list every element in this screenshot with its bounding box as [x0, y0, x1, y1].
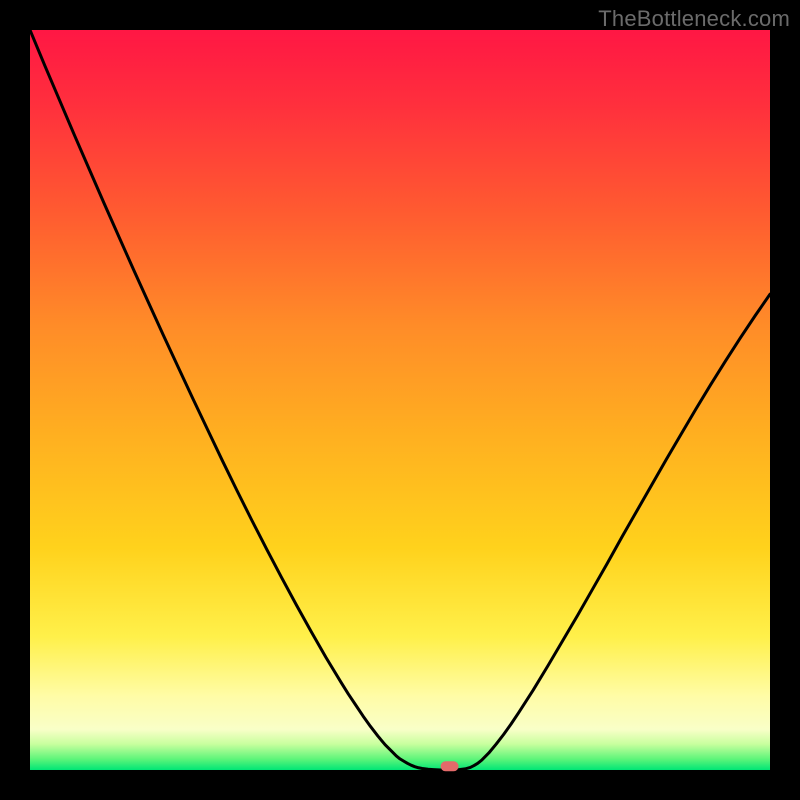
bottleneck-chart: TheBottleneck.com [0, 0, 800, 800]
optimal-marker [441, 761, 459, 771]
chart-svg [0, 0, 800, 800]
